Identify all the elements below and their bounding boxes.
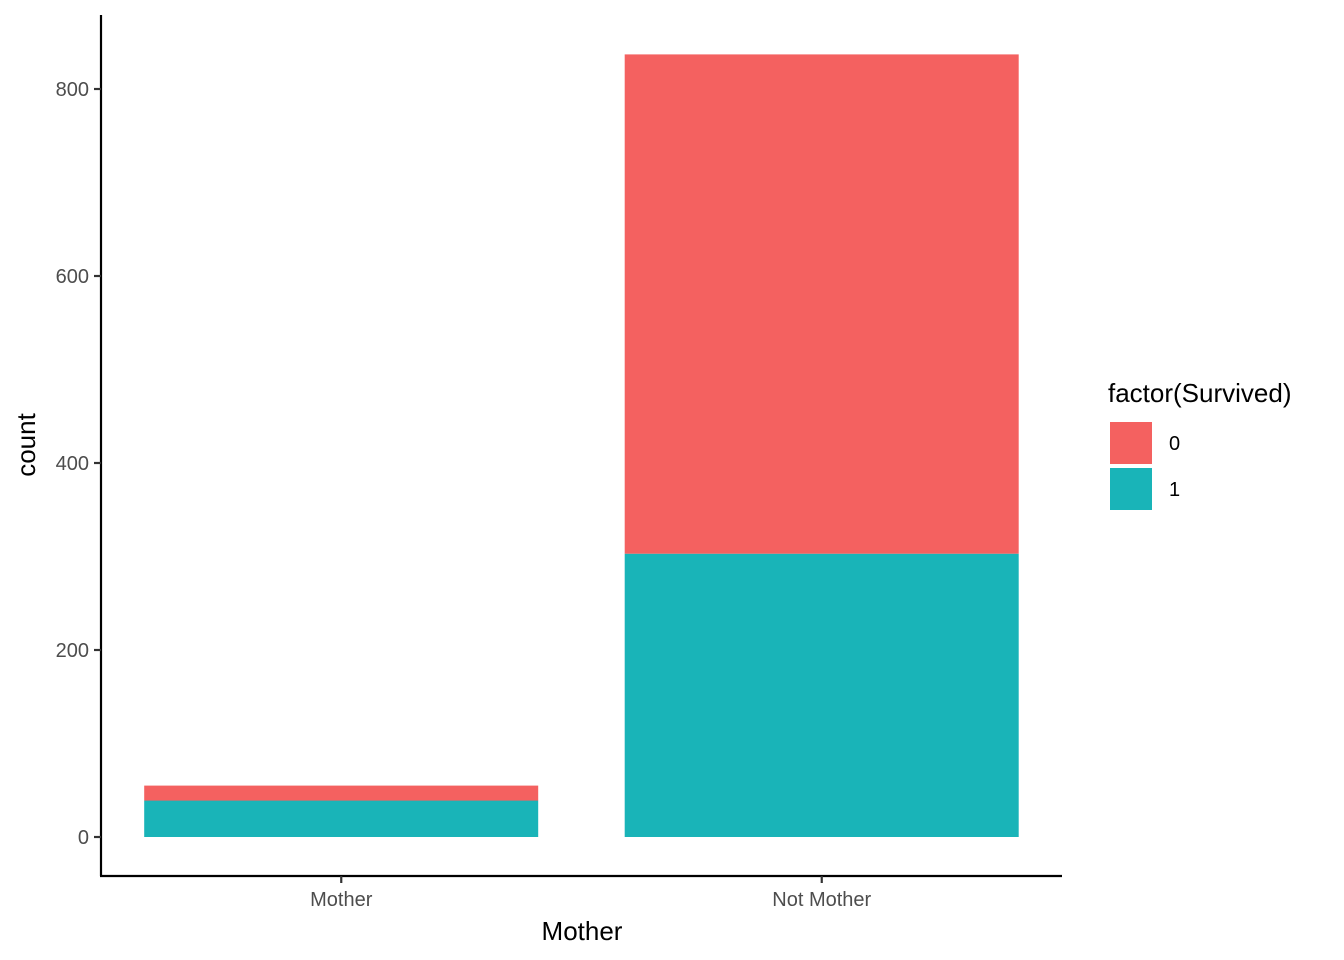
legend-key-1 xyxy=(1110,468,1152,510)
legend-key-0 xyxy=(1110,422,1152,464)
legend: factor(Survived) 0 1 xyxy=(1108,378,1292,510)
bar-not-mother-survived-0 xyxy=(624,54,1019,554)
y-axis-title: count xyxy=(11,412,41,476)
bar-mother-survived-1 xyxy=(144,800,539,837)
bars-layer xyxy=(144,54,1019,837)
legend-label-0: 0 xyxy=(1169,433,1180,455)
x-tick-label: Mother xyxy=(310,889,373,911)
x-axis-title: Mother xyxy=(542,916,623,946)
legend-title: factor(Survived) xyxy=(1108,378,1292,408)
y-tick-label: 800 xyxy=(56,79,89,101)
bar-mother-survived-0 xyxy=(144,785,539,801)
x-tick-label: Not Mother xyxy=(772,889,871,911)
bar-not-mother-survived-1 xyxy=(624,553,1019,837)
y-tick-label: 200 xyxy=(56,640,89,662)
y-tick-label: 600 xyxy=(56,266,89,288)
y-tick-label: 0 xyxy=(78,827,89,849)
legend-label-1: 1 xyxy=(1169,479,1180,501)
y-tick-label: 400 xyxy=(56,453,89,475)
axes-layer: 0 200 400 600 800 Mother Not Mother xyxy=(56,15,1062,911)
